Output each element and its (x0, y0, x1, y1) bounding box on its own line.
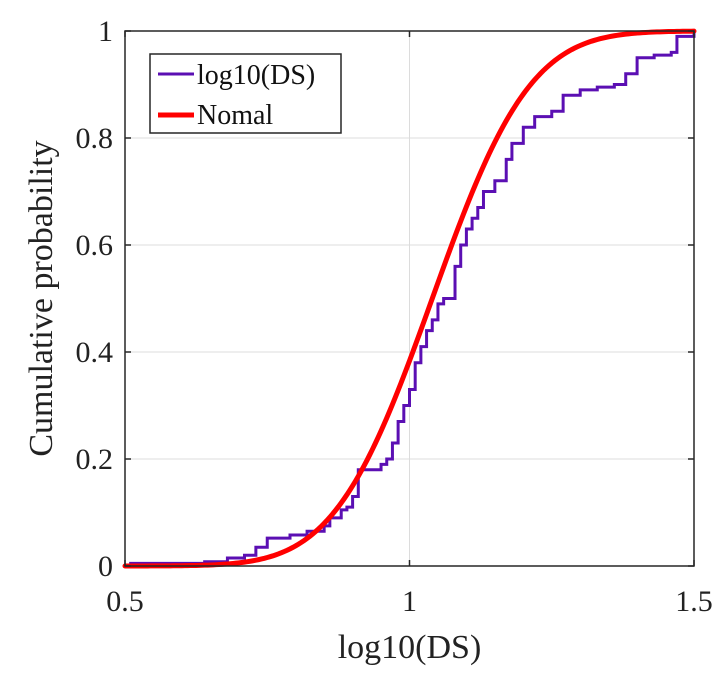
legend-label-series-2: Nomal (197, 100, 273, 131)
tick-labels: 0.5 1 1.5 0 0.2 0.4 0.6 0.8 1 (76, 15, 713, 618)
y-tick-label: 0.4 (76, 336, 114, 369)
y-tick-label: 0.2 (76, 443, 114, 476)
legend-box (149, 53, 342, 134)
x-tick-label: 1 (402, 585, 417, 618)
series-layer (122, 28, 697, 569)
y-tick-label: 0.6 (76, 229, 114, 262)
legend: log10(DS) Nomal (149, 53, 342, 134)
x-tick-label: 0.5 (106, 585, 144, 618)
x-axis-label: log10(DS) (338, 629, 482, 666)
x-tick-label: 1.5 (675, 585, 713, 618)
y-tick-label: 0 (98, 550, 113, 583)
y-axis-label: Cumulative probability (23, 140, 60, 456)
series-1-line (125, 31, 696, 568)
tick-marks (124, 30, 695, 567)
series-2-line (122, 28, 697, 569)
y-tick-label: 0.8 (76, 122, 114, 155)
y-tick-label: 1 (98, 15, 113, 48)
legend-label-series-1: log10(DS) (197, 60, 315, 91)
